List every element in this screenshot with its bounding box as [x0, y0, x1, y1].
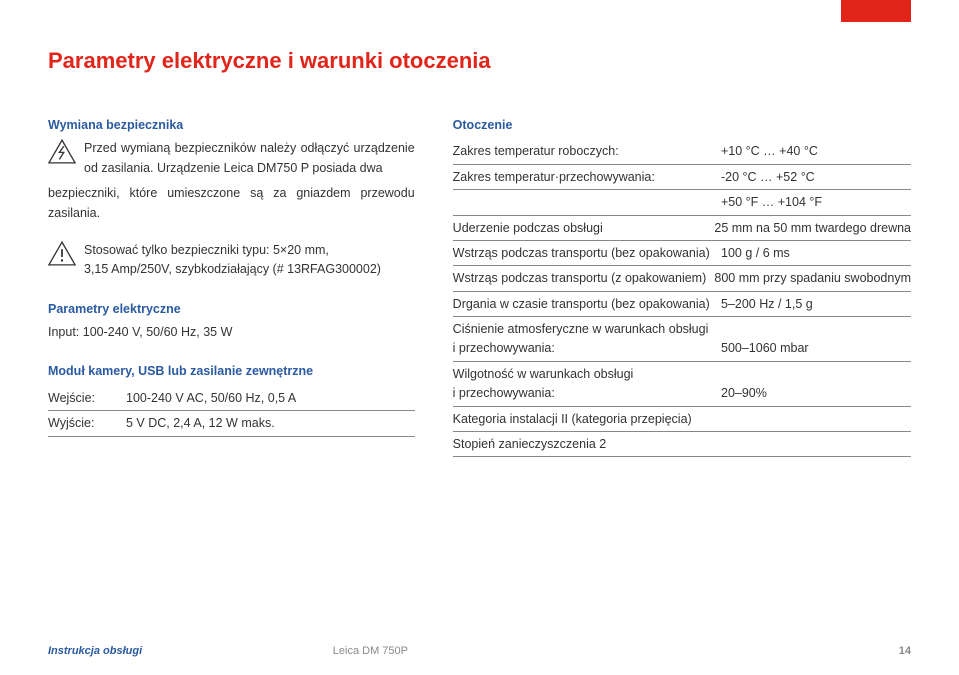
warning-1-text: Przed wymianą bezpieczników należy odłąc…	[84, 139, 415, 178]
footer-center: Leica DM 750P	[333, 645, 618, 657]
page-content: Parametry elektryczne i warunki otoczeni…	[0, 0, 959, 457]
environment-row-label: Stopień zanieczyszczenia 2	[453, 435, 713, 454]
environment-row: Kategoria instalacji II (kategoria przep…	[453, 407, 911, 432]
environment-row: +50 °F … +104 °F	[453, 190, 911, 215]
environment-row: Drgania w czasie transportu (bez opakowa…	[453, 292, 911, 317]
spec-input-label: Wejście:	[48, 389, 118, 408]
accent-tab	[841, 0, 911, 22]
environment-row-value: +10 °C … +40 °C	[721, 142, 911, 161]
page-title: Parametry elektryczne i warunki otoczeni…	[48, 48, 911, 74]
environment-row: Wstrząs podczas transportu (z opakowanie…	[453, 266, 911, 291]
footer-page-number: 14	[618, 645, 911, 657]
spec-output-label: Wyjście:	[48, 414, 118, 433]
environment-row-label: Drgania w czasie transportu (bez opakowa…	[453, 295, 713, 314]
environment-row-label: Zakres temperatur·przechowywania:	[453, 168, 713, 187]
footer-left: Instrukcja obsługi	[48, 645, 333, 657]
environment-row: Uderzenie podczas obsługi 25 mm na 50 mm …	[453, 216, 911, 241]
columns: Wymiana bezpiecznika Przed wymianą bezpi…	[48, 116, 911, 457]
environment-row-label: Wilgotność w warunkach obsługii przechow…	[453, 365, 713, 404]
fuse-heading: Wymiana bezpiecznika	[48, 116, 415, 135]
environment-row-value: 800 mm przy spadaniu swobodnym	[714, 269, 911, 288]
environment-row-value	[721, 435, 911, 454]
environment-row-label: Ciśnienie atmosferyczne w warunkach obsł…	[453, 320, 713, 359]
right-column: Otoczenie Zakres temperatur roboczych: +1…	[453, 116, 911, 457]
environment-row-label: Uderzenie podczas obsługi	[453, 219, 707, 238]
environment-row: Ciśnienie atmosferyczne w warunkach obsł…	[453, 317, 911, 362]
environment-row-value: +50 °F … +104 °F	[721, 193, 911, 212]
environment-row-label: Wstrząs podczas transportu (bez opakowan…	[453, 244, 713, 263]
environment-row-label: Zakres temperatur roboczych:	[453, 142, 713, 161]
camera-module-heading: Moduł kamery, USB lub zasilanie zewnętrz…	[48, 362, 415, 381]
environment-row: Zakres temperatur·przechowywania: -20 °C …	[453, 165, 911, 190]
environment-row-value: 100 g / 6 ms	[721, 244, 911, 263]
environment-row-label: Kategoria instalacji II (kategoria przep…	[453, 410, 713, 429]
footer: Instrukcja obsługi Leica DM 750P 14	[0, 645, 959, 657]
environment-row: Wstrząs podczas transportu (bez opakowan…	[453, 241, 911, 266]
left-column: Wymiana bezpiecznika Przed wymianą bezpi…	[48, 116, 415, 457]
caution-warning-icon	[48, 241, 76, 266]
spec-output-value: 5 V DC, 2,4 A, 12 W maks.	[126, 414, 415, 433]
environment-row-value: -20 °C … +52 °C	[721, 168, 911, 187]
electrical-warning-icon	[48, 139, 76, 164]
spec-input-value: 100-240 V AC, 50/60 Hz, 0,5 A	[126, 389, 415, 408]
warning-block-2: Stosować tylko bezpieczniki typu: 5×20 m…	[48, 241, 415, 280]
warning-2-line2: 3,15 Amp/250V, szybkodziałający (# 13RFA…	[84, 260, 381, 279]
warning-1-text-cont: bezpieczniki, które umieszczone są za gn…	[48, 184, 415, 223]
environment-row-value: 5–200 Hz / 1,5 g	[721, 295, 911, 314]
spec-input-row: Wejście: 100-240 V AC, 50/60 Hz, 0,5 A	[48, 386, 415, 411]
spec-output-row: Wyjście: 5 V DC, 2,4 A, 12 W maks.	[48, 411, 415, 436]
electrical-params-heading: Parametry elektryczne	[48, 300, 415, 319]
environment-rows: Zakres temperatur roboczych: +10 °C … +40…	[453, 139, 911, 457]
environment-heading: Otoczenie	[453, 116, 911, 135]
environment-row-value: 500–1060 mbar	[721, 339, 911, 358]
warning-2-line1: Stosować tylko bezpieczniki typu: 5×20 m…	[84, 241, 381, 260]
environment-row-value: 20–90%	[721, 384, 911, 403]
electrical-input: Input: 100-240 V, 50/60 Hz, 35 W	[48, 323, 415, 342]
environment-row-label: Wstrząs podczas transportu (z opakowanie…	[453, 269, 707, 288]
warning-block-1: Przed wymianą bezpieczników należy odłąc…	[48, 139, 415, 178]
environment-row-value	[721, 410, 911, 429]
environment-row: Wilgotność w warunkach obsługii przechow…	[453, 362, 911, 407]
warning-2-text: Stosować tylko bezpieczniki typu: 5×20 m…	[84, 241, 381, 280]
environment-row-value: 25 mm na 50 mm twardego drewna	[714, 219, 911, 238]
environment-row-label	[453, 193, 713, 212]
environment-row: Stopień zanieczyszczenia 2	[453, 432, 911, 457]
environment-row: Zakres temperatur roboczych: +10 °C … +40…	[453, 139, 911, 164]
